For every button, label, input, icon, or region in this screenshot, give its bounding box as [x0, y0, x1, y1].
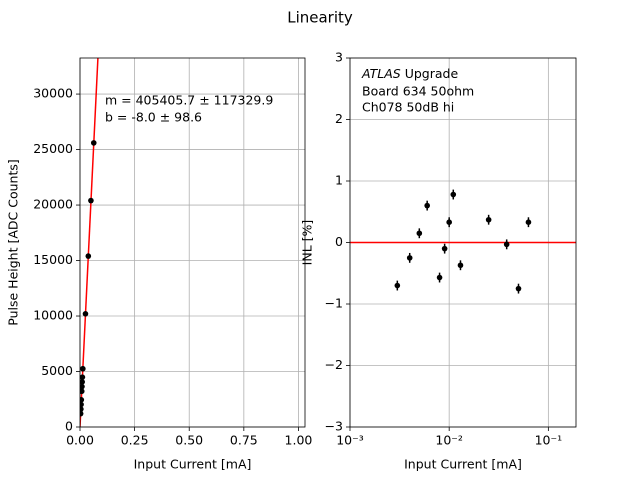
y-tick-label: 15000	[33, 252, 73, 267]
y-tick-label: 1	[335, 173, 343, 188]
y-tick-label: 3	[335, 50, 343, 65]
y-tick-label: 0	[335, 234, 343, 249]
y-tick-label: −2	[325, 357, 343, 372]
data-point	[394, 282, 401, 289]
plot-area	[80, 58, 99, 427]
data-point	[85, 253, 92, 259]
data-point	[446, 219, 452, 226]
data-point	[90, 140, 97, 146]
data-point	[80, 374, 86, 380]
label-italic: ATLAS	[361, 66, 401, 81]
y-tick-label: −3	[325, 419, 343, 434]
fit-annotation: m = 405405.7 ± 117329.9	[105, 93, 273, 108]
x-tick-label: 0.50	[175, 433, 203, 448]
fit-annotation: b = -8.0 ± 98.6	[105, 110, 202, 125]
x-tick-label: 0.00	[66, 433, 94, 448]
label-box: ATLAS Upgrade	[361, 66, 458, 81]
axes-frame	[349, 57, 577, 428]
y-axis-label: INL [%]	[300, 220, 315, 266]
y-tick-label: 5000	[41, 363, 73, 378]
data-point	[436, 274, 443, 281]
data-point	[80, 365, 86, 372]
data-point	[457, 262, 464, 269]
y-tick-label: 10000	[33, 308, 73, 323]
axes-frame	[79, 57, 306, 428]
x-axis-label: Input Current [mA]	[404, 457, 522, 472]
data-point	[82, 311, 89, 317]
data-point	[88, 197, 94, 204]
x-tick-label: 0.25	[121, 433, 149, 448]
label-line: Upgrade	[401, 66, 459, 81]
data-point	[80, 401, 84, 408]
y-tick-label: 25000	[33, 141, 73, 156]
data-point	[441, 245, 448, 252]
data-point	[80, 397, 85, 403]
y-tick-label: 20000	[33, 197, 73, 212]
x-tick-label: 0.75	[230, 433, 258, 448]
y-tick-label: −1	[325, 296, 343, 311]
data-point	[424, 202, 430, 209]
x-tick-label: 10⁻³	[336, 433, 364, 448]
data-point	[503, 241, 510, 248]
x-tick-label: 10⁻²	[435, 433, 463, 448]
figure-title: Linearity	[287, 9, 353, 27]
data-point	[80, 388, 85, 395]
data-point	[80, 383, 85, 390]
data-point	[80, 406, 84, 412]
data-point	[525, 219, 532, 226]
data-point	[450, 191, 457, 198]
plot-area	[350, 189, 576, 294]
x-tick-label: 10⁻¹	[535, 433, 563, 448]
data-point	[485, 216, 492, 223]
data-point	[80, 379, 85, 385]
data-point	[406, 255, 413, 261]
y-tick-label: 2	[335, 111, 343, 126]
x-tick-label: 1.00	[285, 433, 313, 448]
y-tick-label: 30000	[33, 86, 73, 101]
data-point	[515, 285, 522, 292]
data-point	[80, 410, 84, 417]
label-line: Ch078 50dB hi	[362, 100, 454, 115]
x-axis-label: Input Current [mA]	[134, 457, 252, 472]
y-tick-label: 0	[65, 419, 73, 434]
data-point	[416, 230, 423, 237]
label-line: Board 634 50ohm	[362, 84, 474, 99]
y-axis-label: Pulse Height [ADC Counts]	[6, 159, 21, 325]
